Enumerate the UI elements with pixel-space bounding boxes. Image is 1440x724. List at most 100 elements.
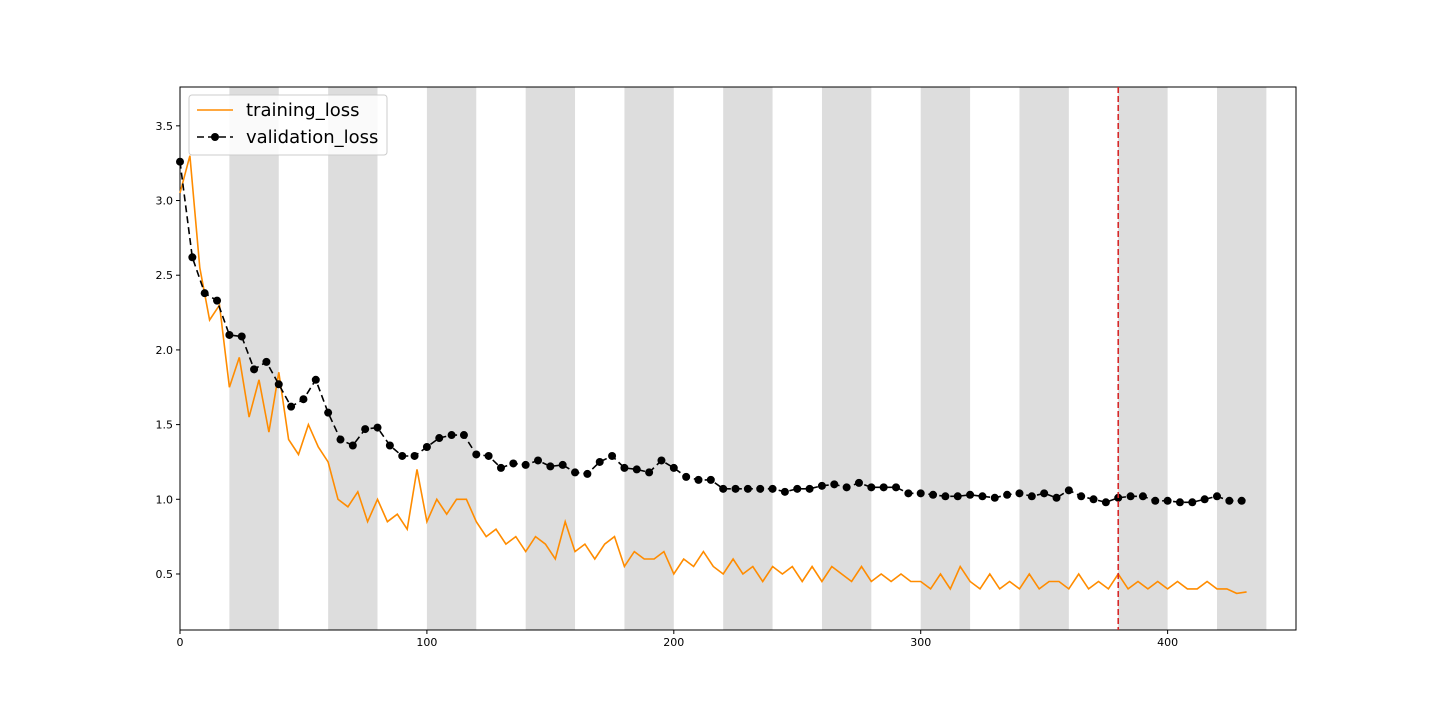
y-tick-label: 2.0 — [156, 344, 174, 357]
series-marker — [1052, 493, 1061, 502]
series-marker — [385, 441, 394, 450]
shaded-span — [1216, 87, 1267, 630]
series-marker — [978, 492, 987, 501]
series-marker — [608, 451, 617, 460]
shaded-span — [525, 87, 576, 630]
series-marker — [509, 459, 518, 468]
series-marker — [892, 483, 901, 492]
series-marker — [583, 469, 592, 478]
series-marker — [645, 468, 654, 477]
y-tick-label: 3.5 — [156, 120, 174, 133]
series-marker — [990, 493, 999, 502]
series-marker — [1027, 492, 1036, 501]
series-marker — [422, 443, 431, 452]
series-marker — [299, 395, 308, 404]
series-marker — [398, 451, 407, 460]
series-marker — [941, 492, 950, 501]
series-marker — [1138, 492, 1147, 501]
series-marker — [435, 434, 444, 443]
series-marker — [361, 425, 370, 434]
series-line — [179, 155, 1247, 595]
shaded-span — [229, 87, 279, 630]
series-marker — [1151, 496, 1160, 505]
series-marker — [1003, 490, 1012, 499]
series-marker — [830, 480, 839, 489]
series-marker — [188, 253, 197, 262]
series-marker — [657, 456, 666, 465]
series-marker — [620, 463, 629, 472]
series-marker — [534, 456, 543, 465]
series-marker — [756, 484, 765, 493]
legend-marker — [211, 133, 219, 141]
series-marker — [287, 402, 296, 411]
series-marker — [1225, 496, 1234, 505]
x-tick-label: 0 — [177, 636, 184, 649]
series-marker — [262, 357, 271, 366]
series-marker — [1040, 489, 1049, 498]
series-marker — [373, 423, 382, 432]
series-marker — [1101, 498, 1110, 507]
series-marker — [793, 484, 802, 493]
series-marker — [768, 484, 777, 493]
shaded-span — [624, 87, 674, 630]
shaded-span — [920, 87, 971, 630]
shaded-span — [1019, 87, 1069, 630]
series-marker — [1089, 495, 1098, 504]
series-marker — [805, 484, 814, 493]
series-marker — [410, 451, 419, 460]
series-marker — [953, 492, 962, 501]
x-tick-label: 300 — [910, 636, 931, 649]
series-marker — [571, 468, 580, 477]
series-marker — [496, 463, 505, 472]
series-marker — [682, 472, 691, 481]
series-marker — [176, 157, 184, 166]
series-marker — [274, 380, 283, 389]
series-marker — [842, 483, 851, 492]
axes-frame — [179, 86, 1297, 631]
series-marker — [546, 462, 555, 471]
y-tick-label: 2.5 — [156, 269, 174, 282]
series-marker — [1188, 498, 1197, 507]
legend-label: validation_loss — [246, 127, 378, 148]
series-marker — [632, 465, 641, 474]
shaded-span — [328, 87, 378, 630]
series-marker — [731, 484, 740, 493]
series-marker — [1126, 492, 1135, 501]
series-marker — [694, 475, 703, 484]
x-tick-label: 400 — [1157, 636, 1178, 649]
series-marker — [521, 460, 530, 469]
series-marker — [743, 484, 752, 493]
series-marker — [1175, 498, 1184, 507]
series-marker — [916, 489, 925, 498]
y-tick-label: 0.5 — [156, 568, 174, 581]
shaded-span — [821, 87, 872, 630]
series-marker — [1200, 495, 1209, 504]
series-marker — [879, 483, 888, 492]
series-marker — [324, 408, 333, 417]
y-tick-label: 1.5 — [156, 419, 174, 432]
y-tick-label: 3.0 — [156, 195, 174, 208]
shaded-span — [426, 87, 477, 630]
series-marker — [1212, 492, 1221, 501]
series-marker — [447, 431, 456, 440]
series-marker — [250, 365, 259, 374]
series-marker — [1163, 496, 1172, 505]
series-marker — [1237, 496, 1246, 505]
shaded-span — [1118, 87, 1168, 630]
series-marker — [459, 431, 468, 440]
series-marker — [1077, 492, 1086, 501]
series-marker — [929, 490, 938, 499]
series-marker — [213, 296, 222, 305]
series-marker — [719, 484, 728, 493]
series-marker — [558, 460, 567, 469]
series-marker — [669, 463, 678, 472]
series-marker — [225, 330, 234, 339]
x-tick-label: 100 — [416, 636, 437, 649]
y-tick-label: 1.0 — [156, 493, 174, 506]
legend-box — [188, 94, 388, 156]
series-marker — [854, 478, 863, 487]
series-marker — [348, 441, 357, 450]
series-marker — [336, 435, 345, 444]
